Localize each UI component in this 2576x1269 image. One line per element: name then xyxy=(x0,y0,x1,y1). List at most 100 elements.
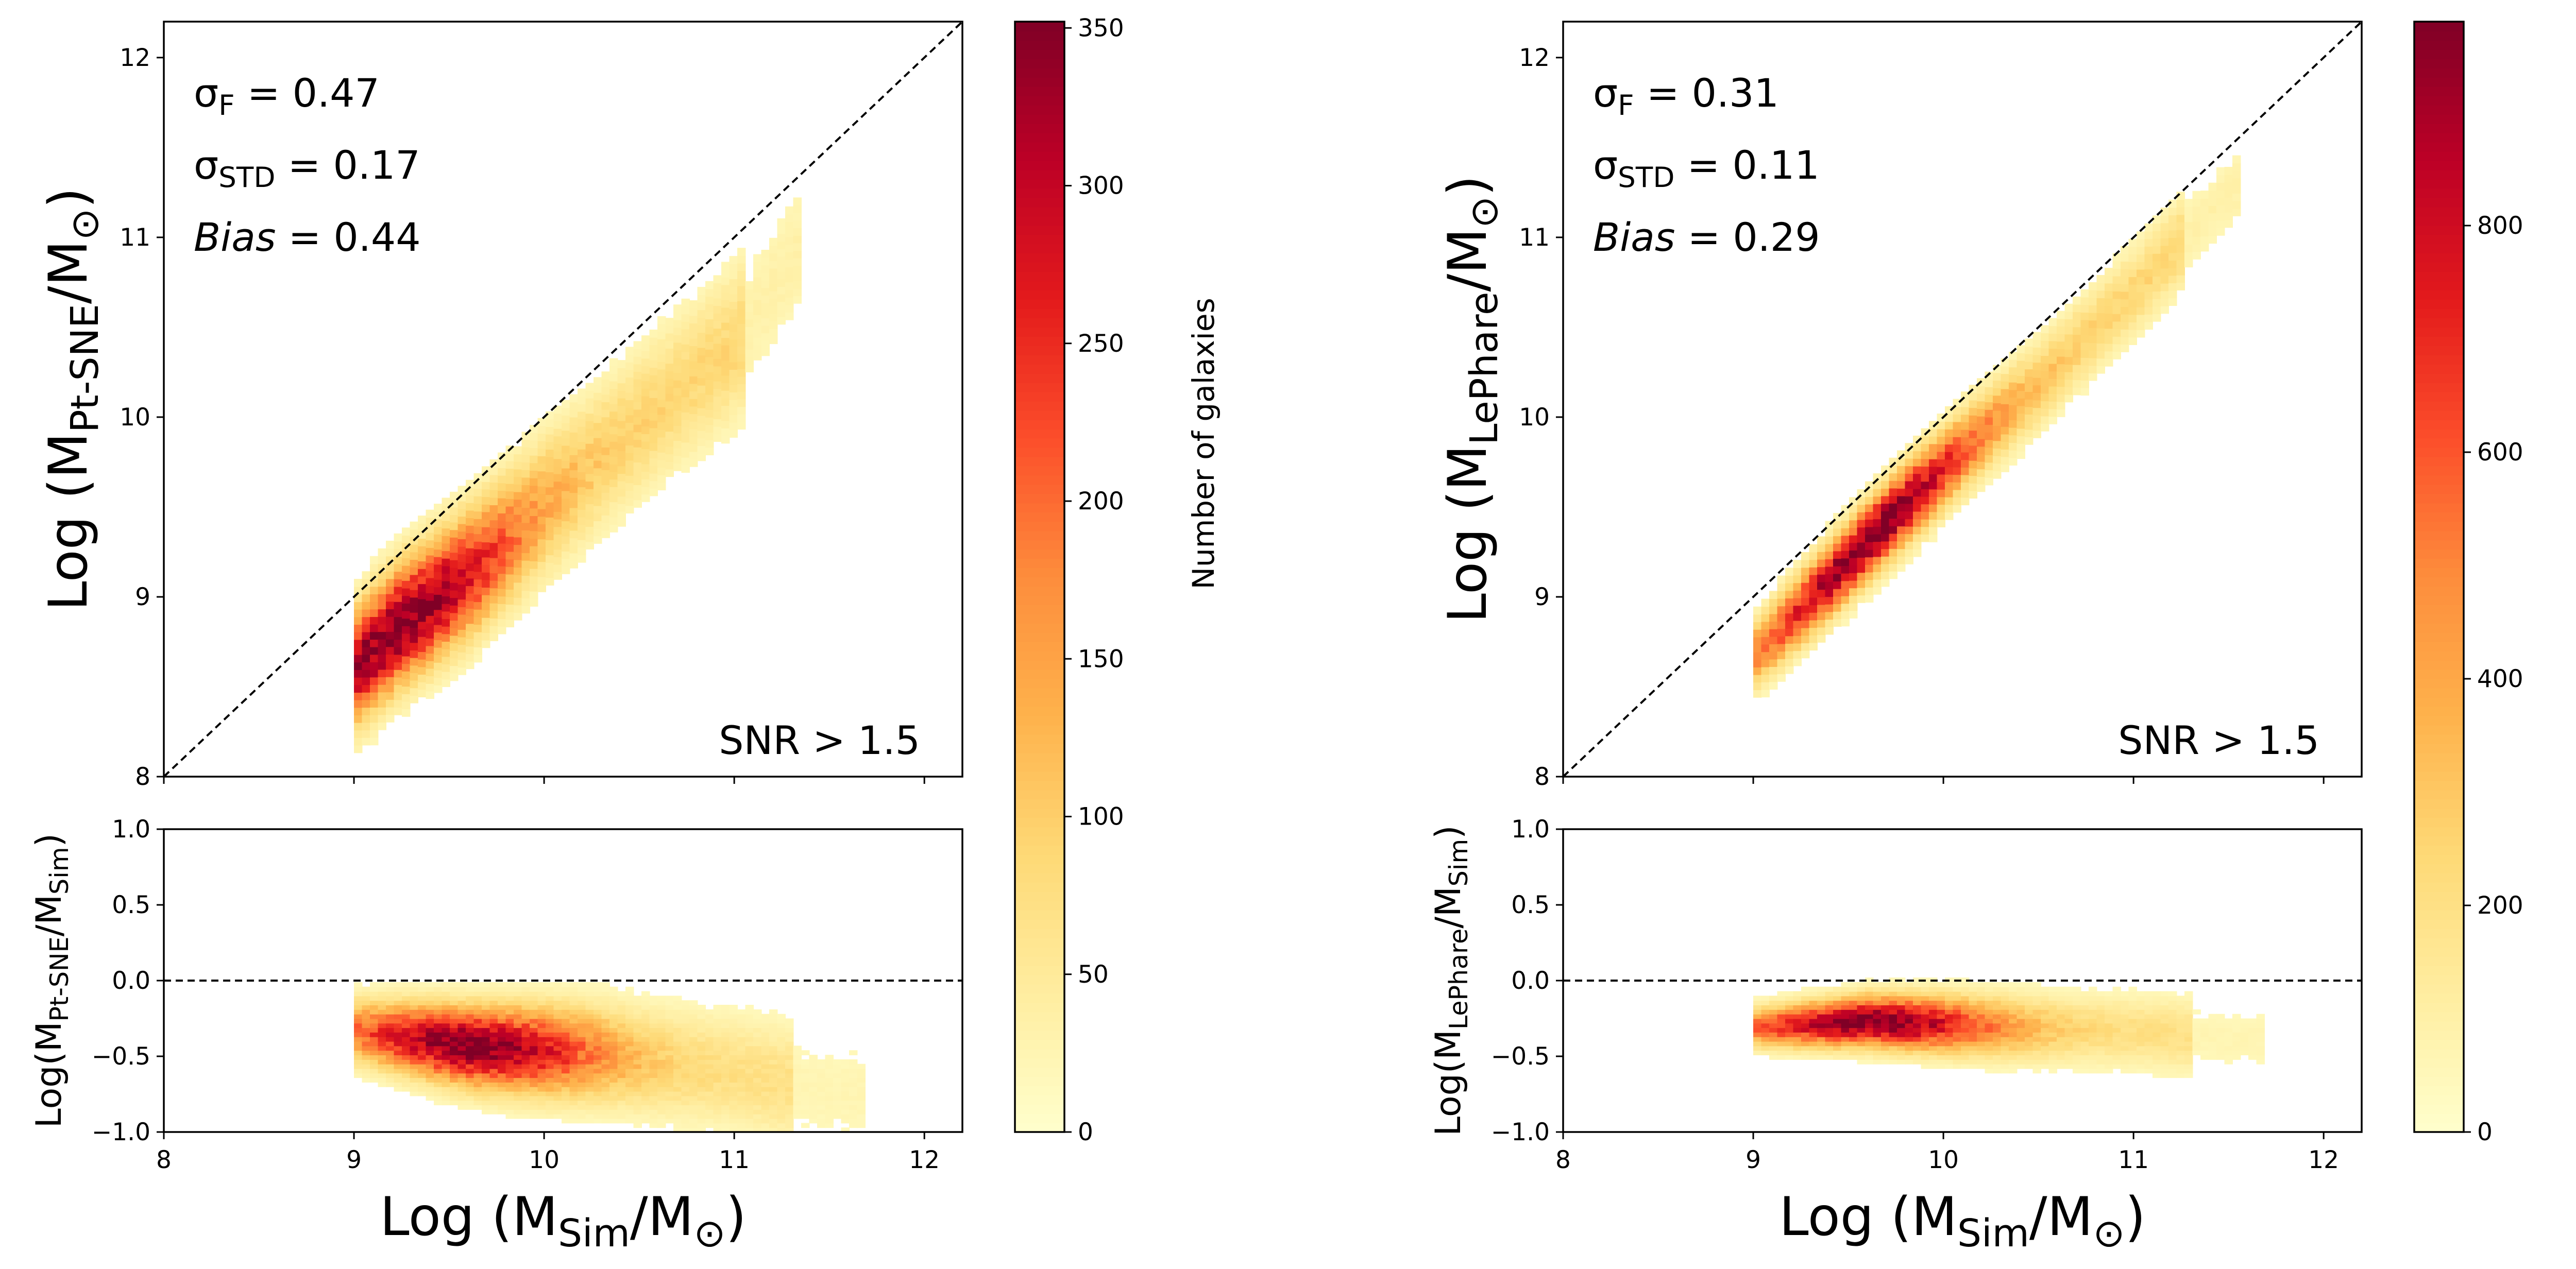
residual-density-cell xyxy=(601,1018,610,1024)
residual-density-cell xyxy=(1905,1009,1913,1015)
density-cell xyxy=(537,463,546,472)
density-cell xyxy=(673,448,682,456)
residual-density-cell xyxy=(489,1018,498,1024)
density-cell xyxy=(729,316,738,324)
residual-density-cell xyxy=(2001,1045,2009,1051)
density-cell xyxy=(713,275,722,284)
residual-density-cell xyxy=(1897,996,1906,1001)
residual-density-cell xyxy=(649,1045,658,1051)
density-cell xyxy=(729,430,738,438)
residual-density-cell xyxy=(601,1113,610,1119)
density-cell xyxy=(625,354,634,363)
density-cell xyxy=(2144,223,2153,232)
residual-density-cell xyxy=(665,1014,674,1019)
density-cell xyxy=(450,544,459,553)
residual-density-cell xyxy=(594,1023,602,1028)
residual-density-cell xyxy=(1881,1036,1890,1042)
residual-density-cell xyxy=(482,1014,490,1019)
residual-density-cell xyxy=(713,1073,722,1078)
residual-density-cell xyxy=(1769,1018,1778,1024)
residual-density-cell xyxy=(537,1009,546,1015)
density-cell xyxy=(362,714,370,723)
density-cell xyxy=(418,666,427,675)
colorbar-segment xyxy=(1015,216,1064,226)
density-cell xyxy=(1945,414,1954,422)
residual-density-cell xyxy=(2001,1027,2009,1033)
residual-density-cell xyxy=(2032,986,2041,992)
residual-density-cell xyxy=(585,1113,594,1119)
residual-density-cell xyxy=(641,1064,650,1069)
residual-density-cell xyxy=(633,1014,642,1019)
density-cell xyxy=(673,319,682,328)
density-cell xyxy=(1961,444,1970,453)
density-cell xyxy=(1785,650,1794,659)
residual-density-cell xyxy=(1977,1009,1986,1015)
main-axes-frame xyxy=(163,21,963,778)
density-cell xyxy=(769,298,778,306)
residual-density-cell xyxy=(673,1118,682,1124)
residual-density-cell xyxy=(1953,1023,1961,1028)
residual-density-cell xyxy=(2112,1064,2121,1069)
residual-density-cell xyxy=(2168,1045,2177,1051)
density-cell xyxy=(450,658,459,666)
residual-density-cell xyxy=(2025,1023,2033,1028)
density-cell xyxy=(562,483,570,491)
density-cell xyxy=(1801,575,1810,583)
colorbar-segment xyxy=(1015,1039,1064,1050)
density-cell xyxy=(1945,436,1954,445)
density-cell xyxy=(625,422,634,431)
residual-density-cell xyxy=(514,1014,522,1019)
density-cell xyxy=(769,336,778,345)
density-cell xyxy=(354,609,363,618)
density-cell xyxy=(450,650,459,659)
density-cell xyxy=(737,248,746,256)
residual-density-cell xyxy=(641,1095,650,1101)
residual-density-cell xyxy=(2016,1059,2025,1065)
residual-density-cell xyxy=(585,1009,594,1015)
density-cell xyxy=(601,522,610,531)
residual-density-cell xyxy=(482,1064,490,1069)
density-cell xyxy=(1761,629,1770,637)
residual-density-cell xyxy=(681,1123,690,1128)
residual-density-cell xyxy=(849,1123,858,1128)
residual-density-cell xyxy=(697,1073,706,1078)
residual-density-cell xyxy=(530,982,538,987)
residual-density-cell xyxy=(2025,1014,2033,1019)
residual-density-cell xyxy=(1993,1068,2002,1074)
density-cell xyxy=(753,307,762,315)
residual-density-cell xyxy=(418,1041,427,1047)
density-cell xyxy=(2216,212,2225,221)
density-cell xyxy=(769,253,778,261)
residual-density-cell xyxy=(546,1000,554,1005)
residual-density-cell xyxy=(617,1095,626,1101)
residual-density-cell xyxy=(833,1109,842,1114)
density-cell xyxy=(530,553,538,561)
density-cell xyxy=(546,524,554,533)
residual-density-cell xyxy=(594,1064,602,1069)
density-cell xyxy=(386,624,395,632)
residual-density-cell xyxy=(665,1009,674,1015)
residual-density-cell xyxy=(362,1068,370,1074)
density-cell xyxy=(2112,321,2121,330)
density-cell xyxy=(2121,291,2129,300)
density-cell xyxy=(394,677,402,685)
colorbar-segment xyxy=(1015,132,1064,143)
density-cell xyxy=(601,424,610,433)
residual-density-cell xyxy=(841,1091,850,1096)
density-cell xyxy=(585,428,594,436)
density-cell xyxy=(521,447,530,455)
residual-density-cell xyxy=(370,1055,379,1060)
residual-density-cell xyxy=(745,1005,754,1010)
density-cell xyxy=(442,565,450,574)
residual-density-cell xyxy=(514,1059,522,1065)
density-cell xyxy=(1769,636,1778,644)
density-cell xyxy=(1777,643,1786,652)
density-cell xyxy=(578,471,586,480)
density-cell xyxy=(1929,428,1938,437)
density-cell xyxy=(2160,230,2169,238)
density-cell xyxy=(489,618,498,626)
residual-density-cell xyxy=(450,991,459,997)
residual-density-cell xyxy=(2073,1064,2081,1069)
residual-density-cell xyxy=(1881,1055,1890,1060)
residual-density-cell xyxy=(697,1018,706,1024)
